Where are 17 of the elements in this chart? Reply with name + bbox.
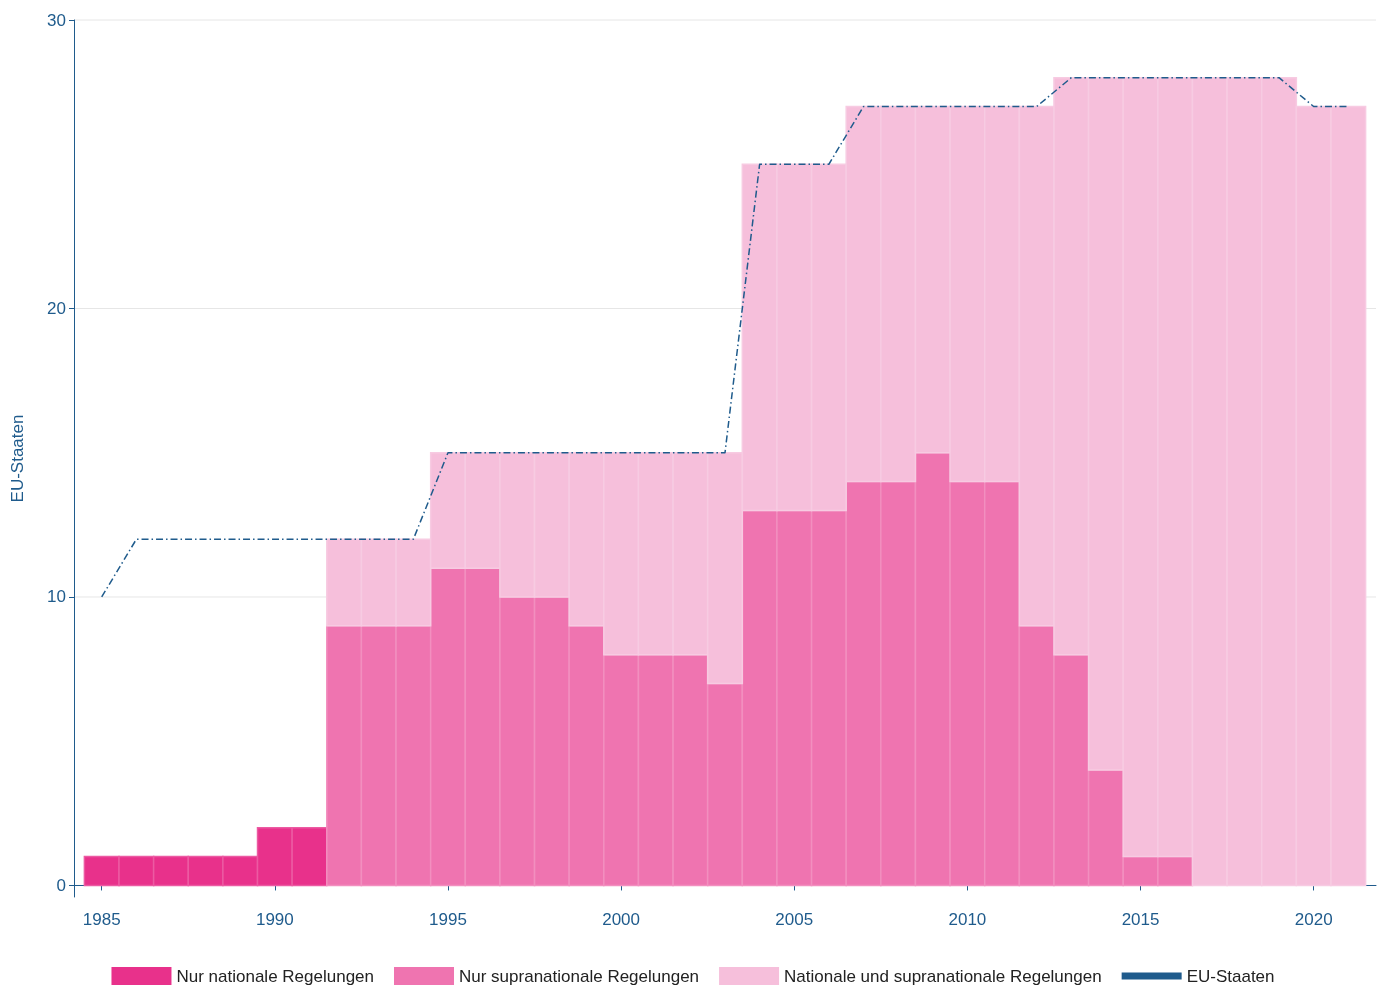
x-tick-label: 2010 bbox=[948, 910, 987, 929]
legend-label: Nationale und supranationale Regelungen bbox=[784, 966, 1102, 986]
y-tick-label: 0 bbox=[56, 875, 66, 895]
legend-label: Nur supranationale Regelungen bbox=[459, 966, 700, 986]
y-axis-title: EU-Staaten bbox=[8, 414, 27, 503]
x-tick-label: 2015 bbox=[1121, 910, 1160, 929]
y-tick-label: 10 bbox=[47, 587, 66, 607]
x-tick-label: 1985 bbox=[82, 910, 121, 929]
y-tick-label: 20 bbox=[47, 298, 66, 318]
x-tick-label: 1990 bbox=[255, 910, 294, 929]
x-tick-label: 1995 bbox=[429, 910, 467, 929]
x-tick-label: 2020 bbox=[1294, 910, 1333, 929]
x-tick-label: 2000 bbox=[602, 910, 641, 929]
y-tick-label: 30 bbox=[47, 10, 66, 30]
x-tick-label: 2005 bbox=[775, 910, 814, 929]
legend-label: EU-Staaten bbox=[1186, 966, 1275, 986]
legend-label: Nur nationale Regelungen bbox=[176, 966, 375, 986]
